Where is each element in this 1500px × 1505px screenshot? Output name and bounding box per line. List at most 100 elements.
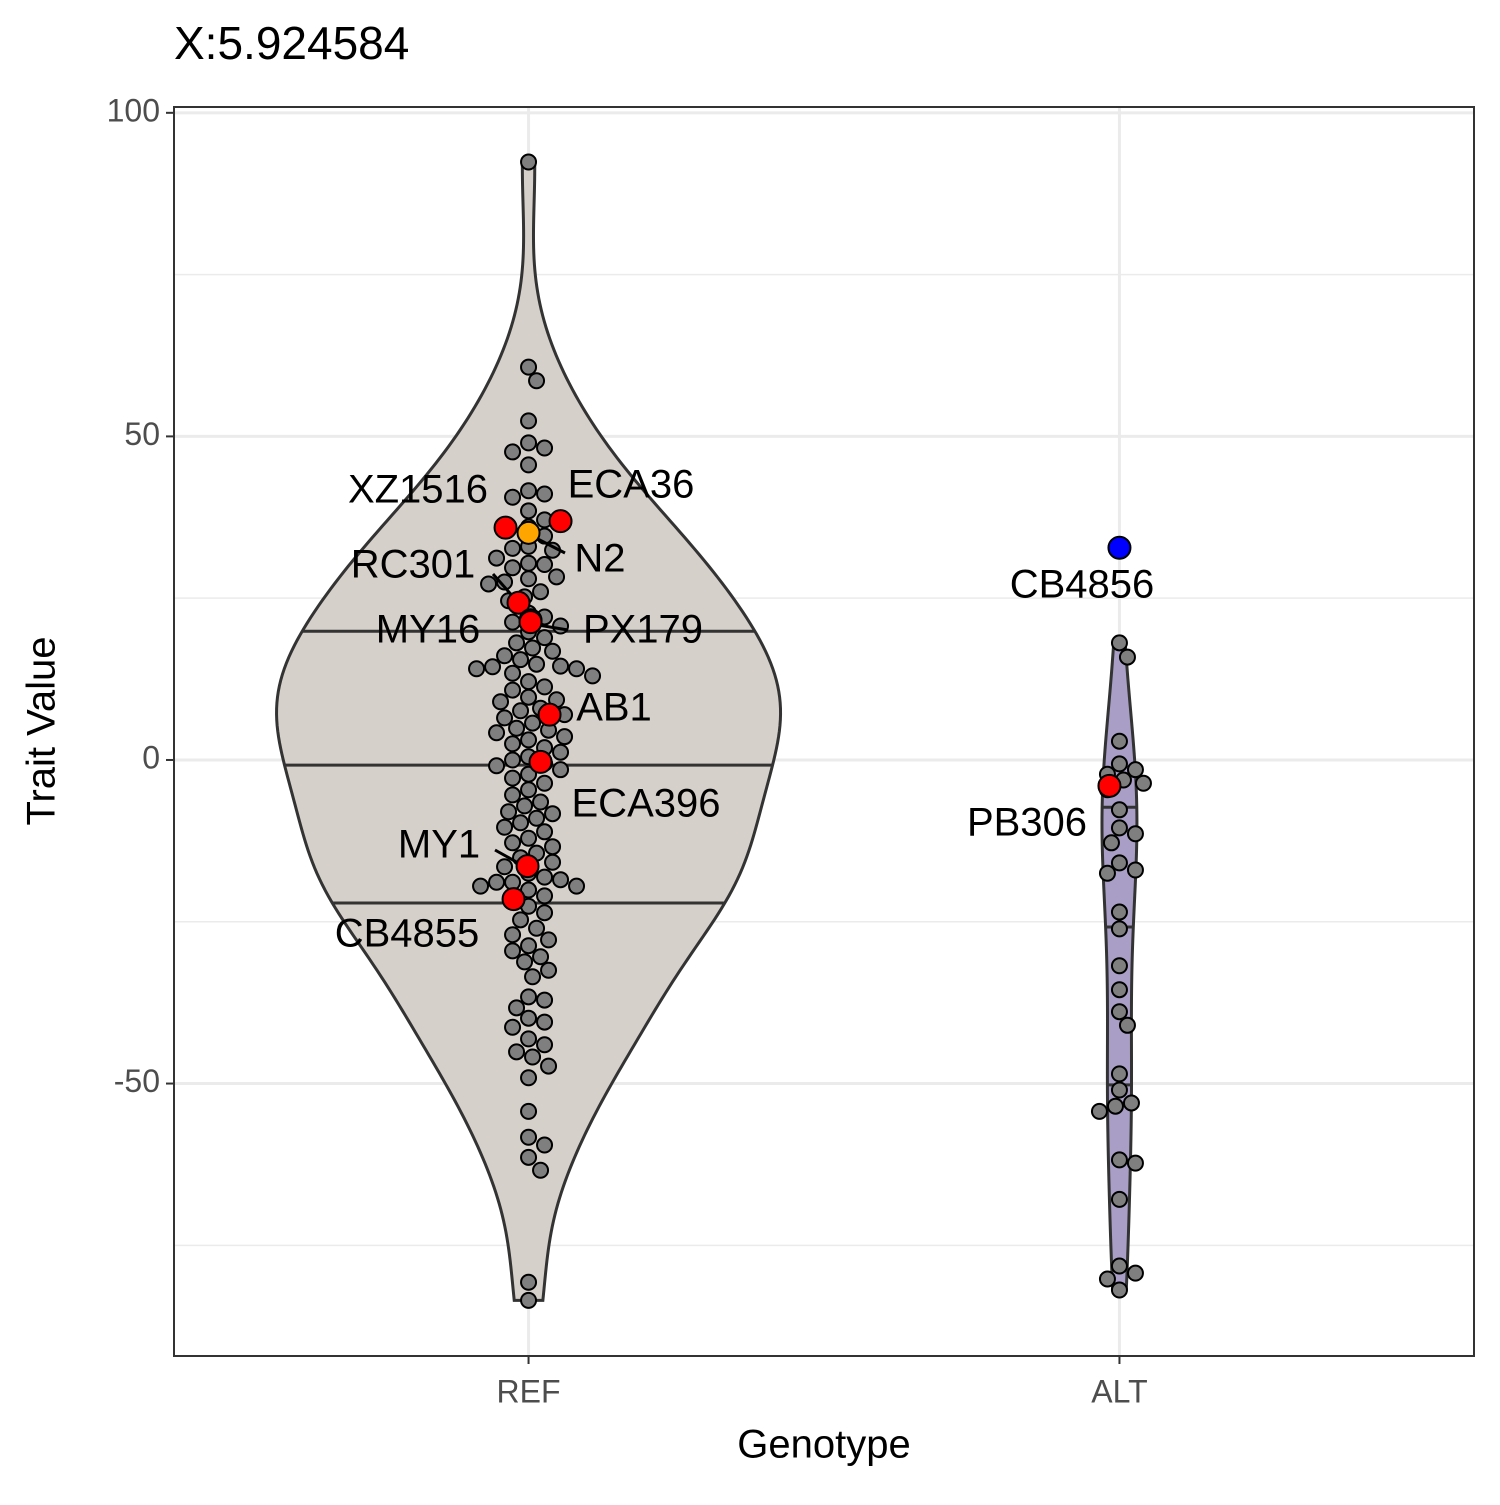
data-point xyxy=(520,731,538,749)
data-point xyxy=(504,488,522,506)
data-point xyxy=(1110,854,1128,872)
strain-label: CB4855 xyxy=(335,912,480,956)
strain-label: MY16 xyxy=(376,608,481,652)
plot-border xyxy=(173,106,1475,1357)
data-point xyxy=(520,434,538,452)
data-point xyxy=(552,657,570,675)
data-point xyxy=(1110,819,1128,837)
data-point xyxy=(552,743,570,761)
data-point xyxy=(520,673,538,691)
data-point xyxy=(504,539,522,557)
data-point xyxy=(496,818,514,836)
data-point xyxy=(520,1128,538,1146)
data-point xyxy=(520,1102,538,1120)
data-point xyxy=(540,1057,558,1075)
data-point xyxy=(1110,1065,1128,1083)
data-point xyxy=(504,769,522,787)
violin xyxy=(275,160,783,1302)
data-point xyxy=(504,1018,522,1036)
strain-label: ECA36 xyxy=(568,463,695,507)
data-point xyxy=(1110,957,1128,975)
data-point xyxy=(1090,1102,1108,1120)
strain-label: XZ1516 xyxy=(348,468,488,512)
data-point xyxy=(524,714,542,732)
x-axis-label: Genotype xyxy=(737,1423,910,1467)
data-point xyxy=(1110,1281,1128,1299)
y-axis-label: Trait Value xyxy=(20,637,64,826)
data-point xyxy=(504,443,522,461)
data-point xyxy=(504,613,522,631)
data-point xyxy=(504,786,522,804)
data-point xyxy=(1126,1264,1144,1282)
data-point xyxy=(536,991,554,1009)
data-point xyxy=(1122,1094,1140,1112)
data-point xyxy=(508,634,526,652)
data-point xyxy=(528,655,546,673)
data-point xyxy=(520,1148,538,1166)
data-point xyxy=(520,1009,538,1027)
highlight-point xyxy=(516,520,541,545)
data-point xyxy=(468,660,486,678)
data-point xyxy=(488,549,506,567)
data-point xyxy=(536,823,554,841)
data-point xyxy=(512,651,530,669)
data-point xyxy=(520,781,538,799)
data-point xyxy=(508,719,526,737)
data-point xyxy=(536,556,554,574)
highlight-point xyxy=(506,590,531,615)
data-point xyxy=(488,757,506,775)
highlight-point xyxy=(548,509,573,534)
strain-label: PB306 xyxy=(967,801,1087,845)
highlight-point xyxy=(518,610,543,635)
data-point xyxy=(536,1036,554,1054)
y-tick-label: 50 xyxy=(124,416,160,452)
data-point xyxy=(544,838,562,856)
data-point xyxy=(536,439,554,457)
y-tick-label: 0 xyxy=(142,739,160,775)
data-point xyxy=(520,1069,538,1087)
data-point xyxy=(540,961,558,979)
data-point xyxy=(536,904,554,922)
strain-label: CB4856 xyxy=(1010,563,1155,607)
data-point xyxy=(584,667,602,685)
chart-title: X:5.924584 xyxy=(174,17,409,69)
data-point xyxy=(520,153,538,171)
data-point xyxy=(480,575,498,593)
data-point xyxy=(1110,1081,1128,1099)
data-point xyxy=(520,358,538,376)
data-point xyxy=(1110,903,1128,921)
data-point xyxy=(536,1013,554,1031)
strain-label: MY1 xyxy=(398,823,480,867)
data-point xyxy=(536,485,554,503)
data-point xyxy=(536,678,554,696)
data-point xyxy=(504,834,522,852)
data-point xyxy=(504,559,522,577)
data-point xyxy=(512,911,530,929)
data-point xyxy=(528,919,546,937)
strain-label: PX179 xyxy=(583,608,703,652)
data-point xyxy=(504,664,522,682)
data-point xyxy=(1110,981,1128,999)
data-point xyxy=(524,968,542,986)
data-point xyxy=(1110,755,1128,773)
data-point xyxy=(1126,861,1144,879)
data-point xyxy=(536,868,554,886)
data-point xyxy=(544,642,562,660)
data-point xyxy=(520,1273,538,1291)
data-point xyxy=(1110,634,1128,652)
data-point xyxy=(472,877,490,895)
data-point xyxy=(528,809,546,827)
data-point xyxy=(516,953,534,971)
data-point xyxy=(520,456,538,474)
data-point xyxy=(1110,920,1128,938)
data-point xyxy=(1126,761,1144,779)
data-point xyxy=(520,482,538,500)
highlight-point xyxy=(493,515,518,540)
data-point xyxy=(504,926,522,944)
data-point xyxy=(524,639,542,657)
data-point xyxy=(1110,801,1128,819)
data-point xyxy=(500,803,518,821)
data-point xyxy=(504,735,522,753)
